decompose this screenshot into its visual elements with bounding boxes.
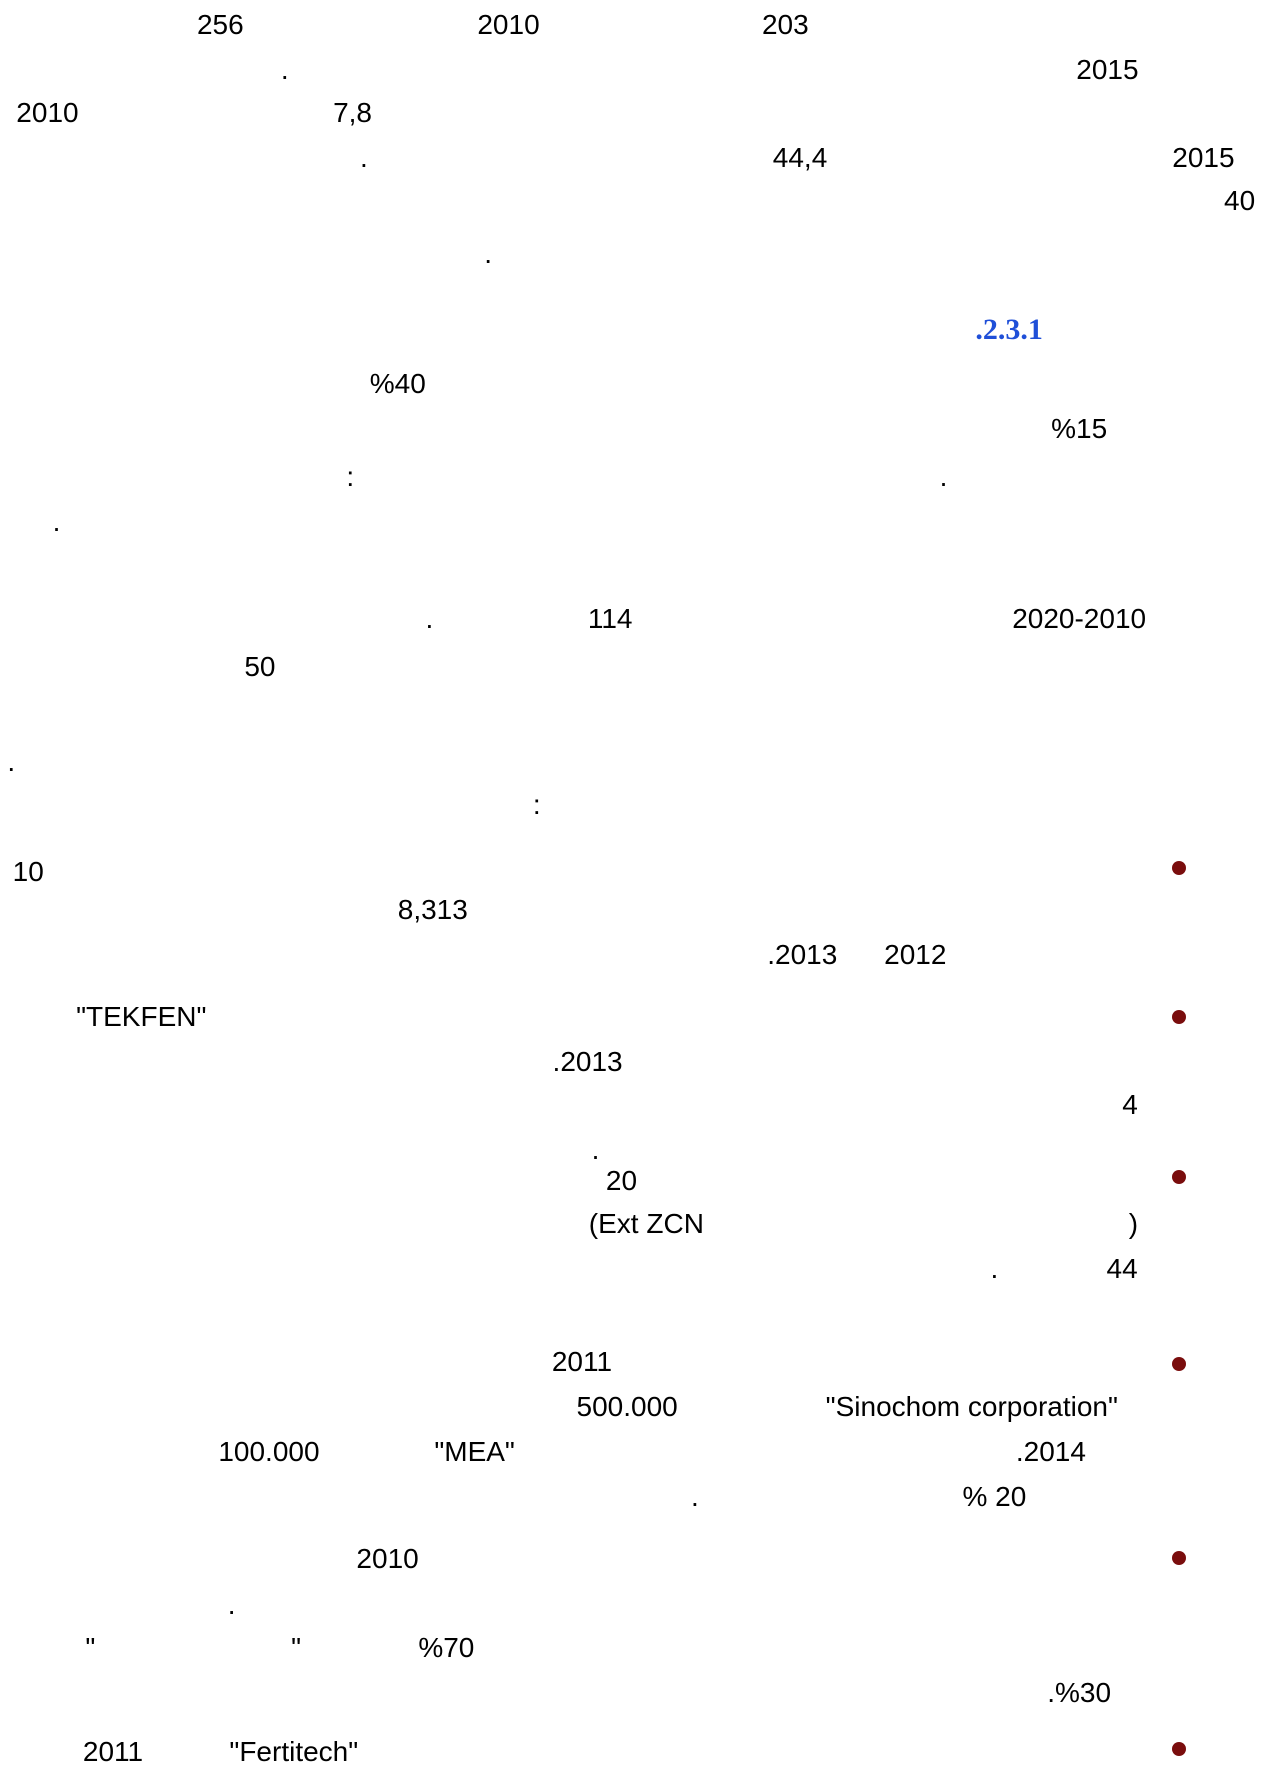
text-fragment: 256 — [196, 8, 244, 40]
text-fragment: 114 — [587, 603, 633, 635]
text-fragment: " — [291, 1631, 302, 1663]
text-fragment: "TEKFEN" — [76, 1001, 207, 1032]
text-fragment: "Sinochom corporation" — [825, 1390, 1118, 1422]
text-fragment: %15 — [1051, 413, 1108, 445]
text-fragment: 2011 — [82, 1735, 144, 1767]
text-fragment: .2013 — [767, 938, 838, 970]
text-fragment: 4 — [1122, 1089, 1138, 1121]
text-fragment: 50 — [244, 650, 276, 682]
text-fragment: %70 — [418, 1631, 475, 1663]
text-fragment: 8,313 — [397, 893, 468, 925]
text-fragment: 203 — [761, 8, 809, 40]
text-fragment: 44 — [1106, 1252, 1138, 1284]
text-fragment: .%30 — [1047, 1676, 1112, 1708]
text-fragment: . — [52, 506, 61, 538]
text-fragment: 40 — [1224, 185, 1256, 217]
text-fragment: . — [7, 745, 16, 777]
text-fragment: . — [359, 142, 368, 174]
text-fragment: 2020-2010 — [1012, 603, 1147, 635]
bullet — [1172, 1551, 1186, 1565]
bullet — [1172, 1010, 1186, 1024]
text-fragment: 2015 — [1172, 142, 1235, 174]
text-fragment: 100.000 — [218, 1436, 320, 1468]
text-fragment: .2014 — [1015, 1436, 1086, 1468]
bullet — [1172, 1742, 1186, 1756]
text-fragment: 7,8 — [333, 97, 373, 128]
text-fragment: .2013 — [552, 1046, 623, 1078]
text-fragment: : — [532, 788, 541, 820]
text-fragment: . — [484, 238, 493, 270]
text-fragment: 2010 — [477, 8, 540, 40]
bullet — [1172, 1357, 1186, 1371]
text-fragment: : — [346, 460, 355, 492]
text-fragment: ) — [1128, 1207, 1139, 1239]
section-heading: .2.3.1 — [975, 312, 1043, 346]
text-fragment: 44,4 — [772, 142, 828, 174]
text-fragment: 2015 — [1076, 54, 1139, 86]
text-fragment: . — [280, 54, 289, 86]
text-fragment: . — [691, 1481, 699, 1513]
text-fragment: . — [990, 1252, 999, 1284]
text-fragment: 2012 — [884, 938, 947, 970]
text-fragment: %40 — [369, 368, 426, 400]
text-fragment: 20 — [605, 1164, 638, 1196]
text-fragment: 2010 — [16, 97, 79, 128]
text-fragment: "MEA" — [434, 1436, 515, 1468]
bullet — [1172, 1170, 1186, 1184]
text-fragment: 2011 — [551, 1345, 613, 1377]
text-fragment: 500.000 — [576, 1390, 678, 1422]
text-fragment: "Fertitech" — [229, 1735, 359, 1767]
text-fragment: . — [591, 1134, 600, 1166]
text-fragment: 10 — [12, 856, 44, 888]
text-fragment: . — [939, 460, 948, 492]
text-fragment: % 20 — [962, 1481, 1027, 1513]
text-fragment: . — [227, 1588, 236, 1620]
text-fragment: 2010 — [356, 1543, 419, 1575]
text-fragment: . — [425, 603, 434, 635]
bullet — [1172, 861, 1186, 875]
text-fragment: " — [85, 1631, 96, 1663]
text-fragment: (Ext ZCN — [588, 1207, 704, 1239]
